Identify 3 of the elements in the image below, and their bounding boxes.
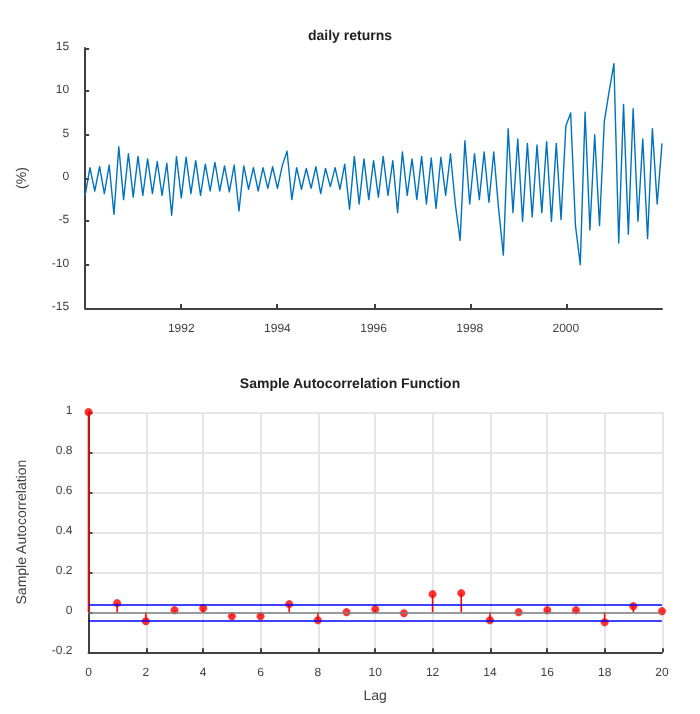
point	[428, 590, 437, 599]
point	[457, 589, 466, 598]
line-series	[84, 62, 663, 266]
